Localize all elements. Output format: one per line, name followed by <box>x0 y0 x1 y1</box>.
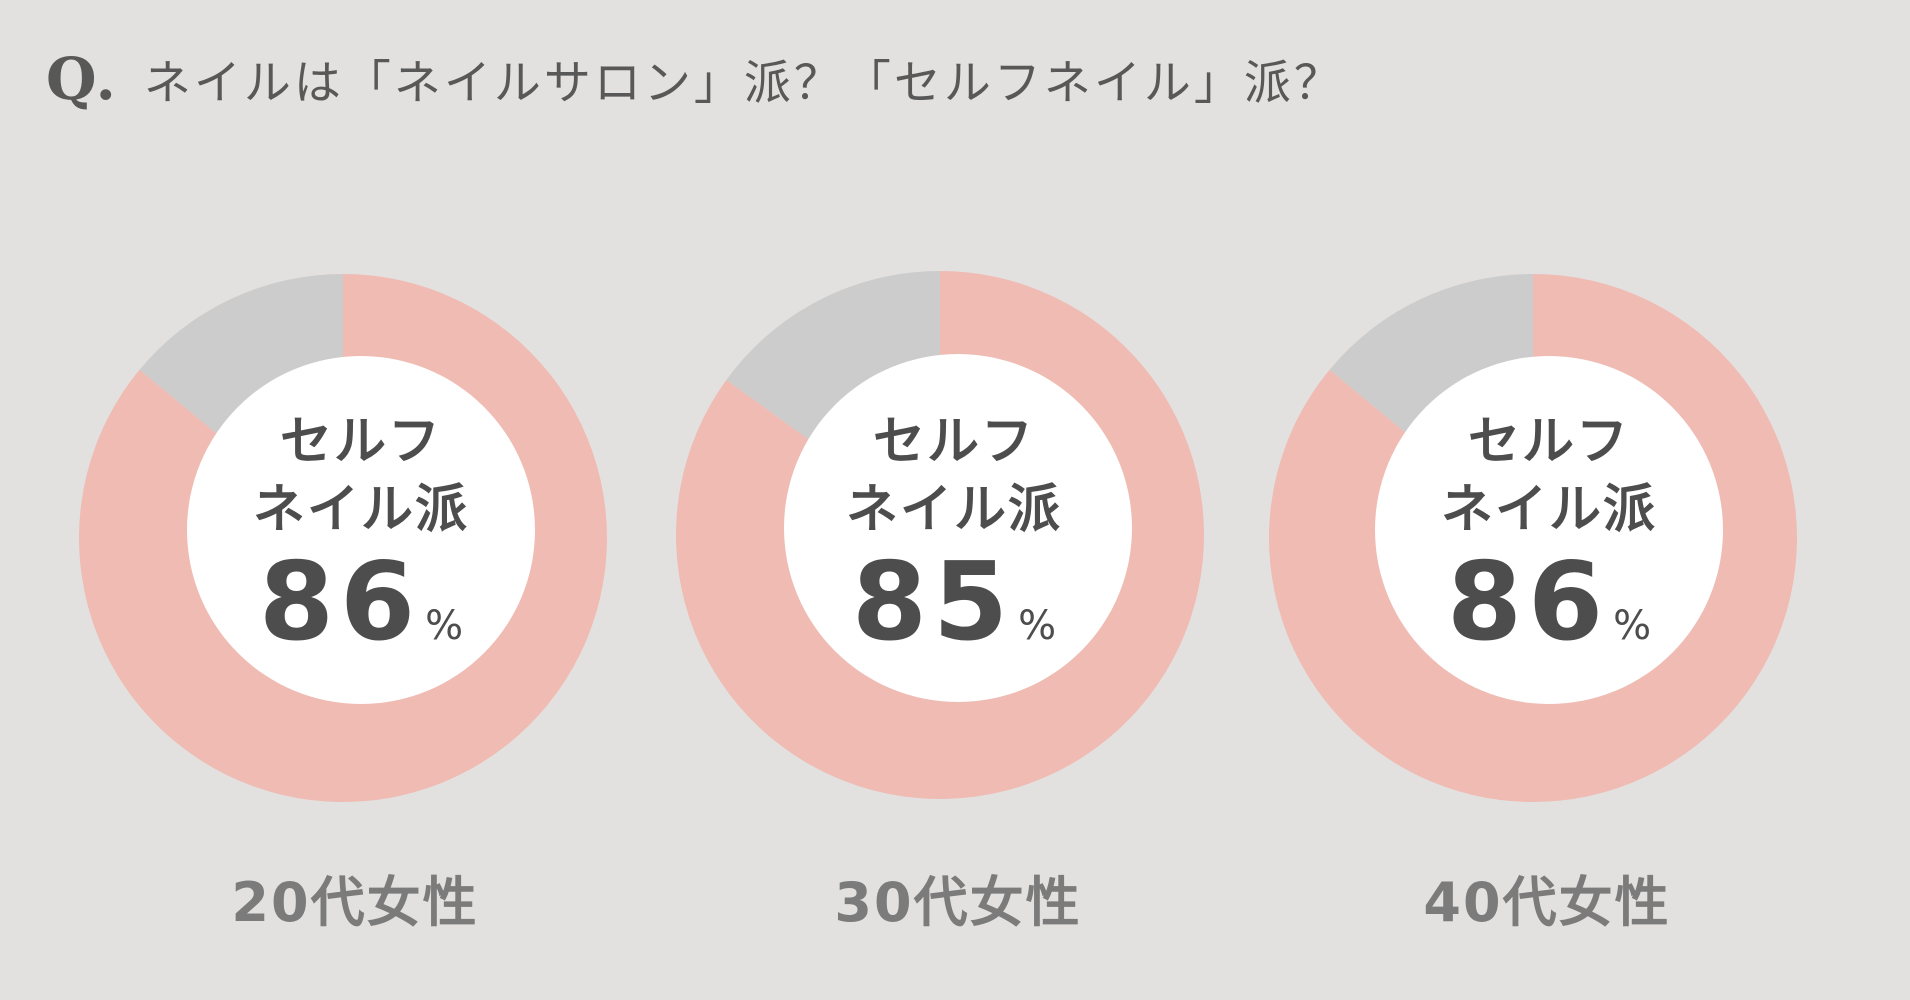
center-label-line1: セルフ <box>279 412 442 472</box>
percent-value: 85 <box>851 540 1015 665</box>
donut-hole-20s <box>187 356 535 704</box>
question-title: Q. ネイルは「ネイルサロン」派？「セルフネイル」派？ <box>46 44 1344 124</box>
category-label-20s: 20代女性 <box>231 871 479 934</box>
percent-value: 86 <box>1446 540 1610 665</box>
category-label-40s: 40代女性 <box>1423 871 1671 934</box>
percent-unit: % <box>425 603 464 649</box>
percent-unit: % <box>1613 603 1652 649</box>
question-text: ネイルは「ネイルサロン」派？「セルフネイル」派？ <box>143 56 1344 111</box>
question-mark-label: Q. <box>46 45 118 113</box>
category-label-30s: 30代女性 <box>834 871 1082 934</box>
percent-unit: % <box>1018 603 1057 649</box>
center-label-line2: ネイル派 <box>252 480 469 540</box>
center-label-line1: セルフ <box>872 412 1035 472</box>
center-label-line1: セルフ <box>1467 412 1630 472</box>
center-label-line2: ネイル派 <box>845 480 1062 540</box>
donut-hole-40s <box>1375 356 1723 704</box>
donut-center-label-40s: セルフ ネイル派 86% <box>1369 408 1729 689</box>
donut-center-label-30s: セルフ ネイル派 85% <box>774 408 1134 689</box>
donut-hole-30s <box>784 354 1132 702</box>
percent-value: 86 <box>258 540 422 665</box>
center-label-line2: ネイル派 <box>1440 480 1657 540</box>
donut-center-label-20s: セルフ ネイル派 86% <box>181 408 541 689</box>
